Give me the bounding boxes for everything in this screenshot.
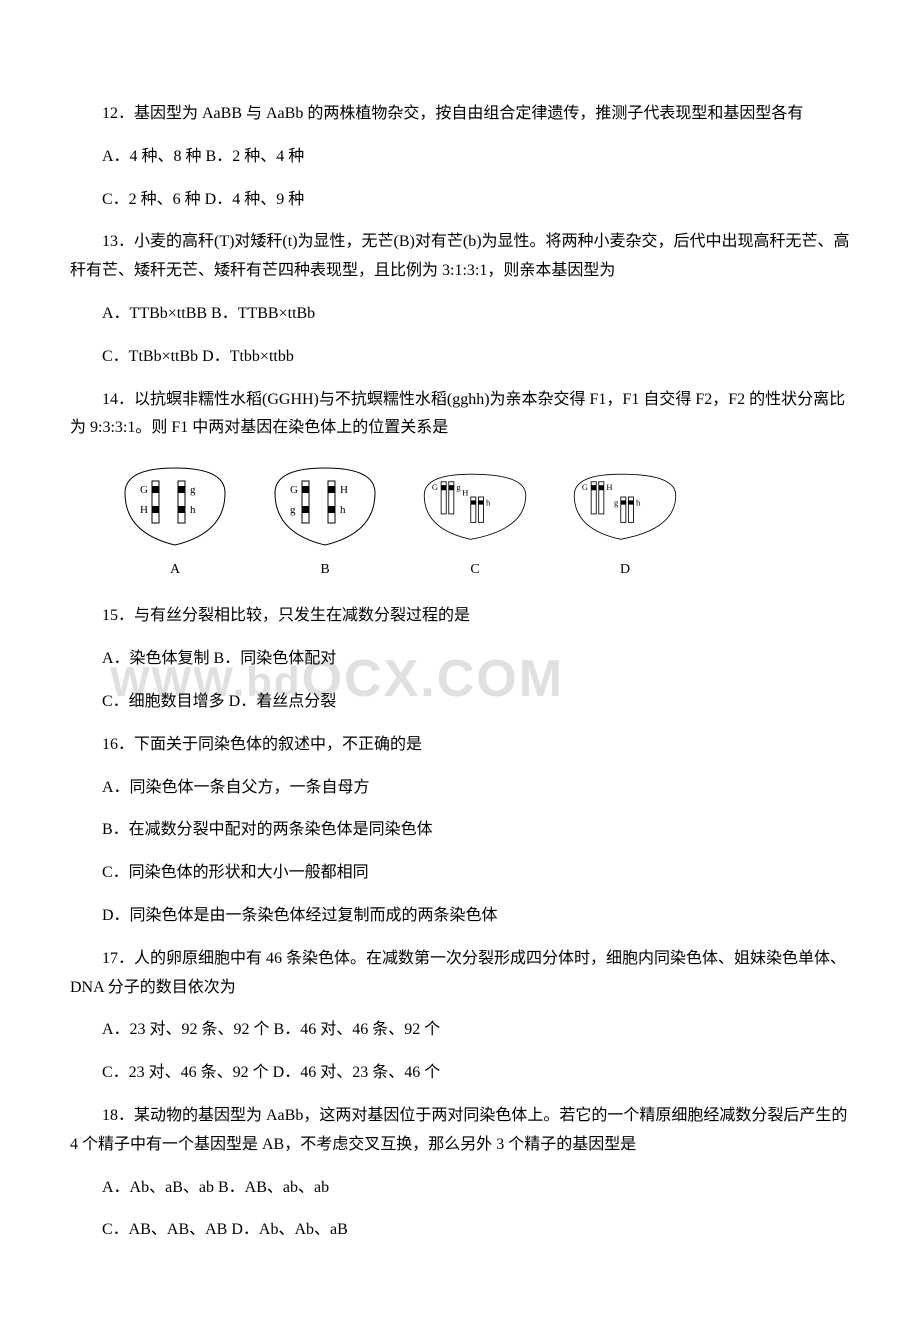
svg-text:h: h (340, 504, 346, 516)
q16-option-d: D．同染色体是由一条染色体经过复制而成的两条染色体 (70, 902, 850, 931)
q17-options-cd: C．23 对、46 条、92 个 D．46 对、23 条、46 个 (70, 1059, 850, 1088)
q16-option-c: C．同染色体的形状和大小一般都相同 (70, 859, 850, 888)
q17-stem: 17．人的卵原细胞中有 46 条染色体。在减数第一次分裂形成四分体时，细胞内同染… (70, 945, 850, 1003)
cell-a-label: A (170, 557, 180, 582)
q12-options-cd: C．2 种、6 种 D．4 种、9 种 (70, 186, 850, 215)
cell-d: G H g h D (570, 463, 680, 582)
q15-stem: 15．与有丝分裂相比较，只发生在减数分裂过程的是 (70, 602, 850, 631)
q16-stem: 16．下面关于同染色体的叙述中，不正确的是 (70, 731, 850, 760)
q18-options-ab: A．Ab、aB、ab B．AB、ab、ab (70, 1174, 850, 1203)
svg-text:h: h (636, 498, 641, 508)
cell-b: G g H h B (270, 463, 380, 582)
q16-option-a: A．同染色体一条自父方，一条自母方 (70, 774, 850, 803)
q14-diagram: G H g h A G g H h B (120, 463, 850, 582)
cell-d-label: D (620, 557, 630, 582)
q18-options-cd: C．AB、AB、AB D．Ab、Ab、aB (70, 1216, 850, 1245)
q16-option-b: B．在减数分裂中配对的两条染色体是同染色体 (70, 816, 850, 845)
q12-stem: 12．基因型为 AaBB 与 AaBb 的两株植物杂交，按自由组合定律遗传，推测… (70, 100, 850, 129)
svg-text:g: g (614, 498, 619, 508)
svg-text:g: g (290, 504, 296, 516)
cell-c: G g H h C (420, 463, 530, 582)
cell-a: G H g h A (120, 463, 230, 582)
svg-text:G: G (582, 482, 588, 492)
svg-text:g: g (190, 484, 196, 496)
q15-options-cd: C．细胞数目增多 D．着丝点分裂 (70, 688, 850, 717)
q15-options-ab: A．染色体复制 B．同染色体配对 (70, 645, 850, 674)
q13-options-ab: A．TTBb×ttBB B．TTBB×ttBb (70, 300, 850, 329)
svg-text:H: H (462, 487, 468, 497)
svg-text:g: g (456, 482, 461, 492)
q14-stem: 14．以抗螟非糯性水稻(GGHH)与不抗螟糯性水稻(gghh)为亲本杂交得 F1… (70, 386, 850, 444)
svg-text:G: G (290, 484, 298, 496)
svg-text:H: H (140, 504, 148, 516)
svg-text:H: H (606, 482, 612, 492)
q12-options-ab: A．4 种、8 种 B．2 种、4 种 (70, 143, 850, 172)
svg-text:G: G (140, 484, 148, 496)
cell-b-label: B (320, 557, 329, 582)
q17-options-ab: A．23 对、92 条、92 个 B．46 对、46 条、92 个 (70, 1016, 850, 1045)
svg-text:H: H (340, 484, 348, 496)
svg-text:h: h (486, 498, 491, 508)
svg-text:h: h (190, 504, 196, 516)
svg-text:G: G (432, 482, 438, 492)
q13-options-cd: C．TtBb×ttBb D．Ttbb×ttbb (70, 343, 850, 372)
q18-stem: 18．某动物的基因型为 AaBb，这两对基因位于两对同染色体上。若它的一个精原细… (70, 1102, 850, 1160)
cell-c-label: C (470, 557, 479, 582)
q13-stem: 13．小麦的高秆(T)对矮秆(t)为显性，无芒(B)对有芒(b)为显性。将两种小… (70, 228, 850, 286)
